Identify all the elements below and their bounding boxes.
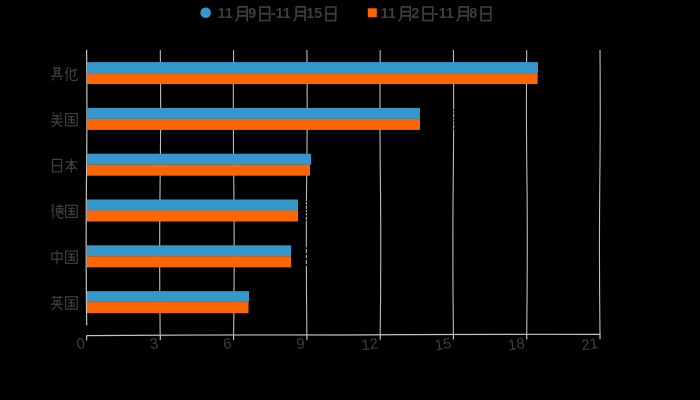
svg-text:18: 18 <box>507 335 526 354</box>
svg-text:0: 0 <box>75 335 86 353</box>
svg-text:8.63: 8.63 <box>303 198 328 213</box>
svg-text:9.15: 9.15 <box>316 152 341 167</box>
svg-text:12: 12 <box>360 335 379 354</box>
svg-text:8: 8 <box>469 6 477 22</box>
svg-text:6: 6 <box>222 335 233 353</box>
svg-text:9: 9 <box>248 6 256 22</box>
svg-text:9.13: 9.13 <box>315 163 340 178</box>
svg-text:3: 3 <box>149 335 160 353</box>
svg-text:15: 15 <box>434 335 453 354</box>
svg-text:8.35: 8.35 <box>294 244 319 259</box>
svg-text:13.75: 13.75 <box>425 117 458 132</box>
svg-text:9: 9 <box>295 335 306 353</box>
svg-text:-: - <box>434 6 439 22</box>
svg-text:11: 11 <box>276 6 291 22</box>
svg-text:13.75: 13.75 <box>425 106 458 121</box>
svg-text:8.34: 8.34 <box>294 255 319 270</box>
svg-text:6.62: 6.62 <box>253 301 278 316</box>
svg-text:11: 11 <box>381 6 396 22</box>
svg-text:15: 15 <box>306 6 322 22</box>
svg-text:6.63: 6.63 <box>254 290 279 305</box>
svg-text:-: - <box>271 6 276 22</box>
svg-text:21: 21 <box>580 335 599 354</box>
svg-text:2: 2 <box>411 6 419 22</box>
svg-text:18.44: 18.44 <box>542 72 575 87</box>
svg-text:8.63: 8.63 <box>303 209 328 224</box>
svg-text:11: 11 <box>439 6 454 22</box>
svg-text:18.46: 18.46 <box>542 61 575 76</box>
svg-text:11: 11 <box>218 6 233 22</box>
